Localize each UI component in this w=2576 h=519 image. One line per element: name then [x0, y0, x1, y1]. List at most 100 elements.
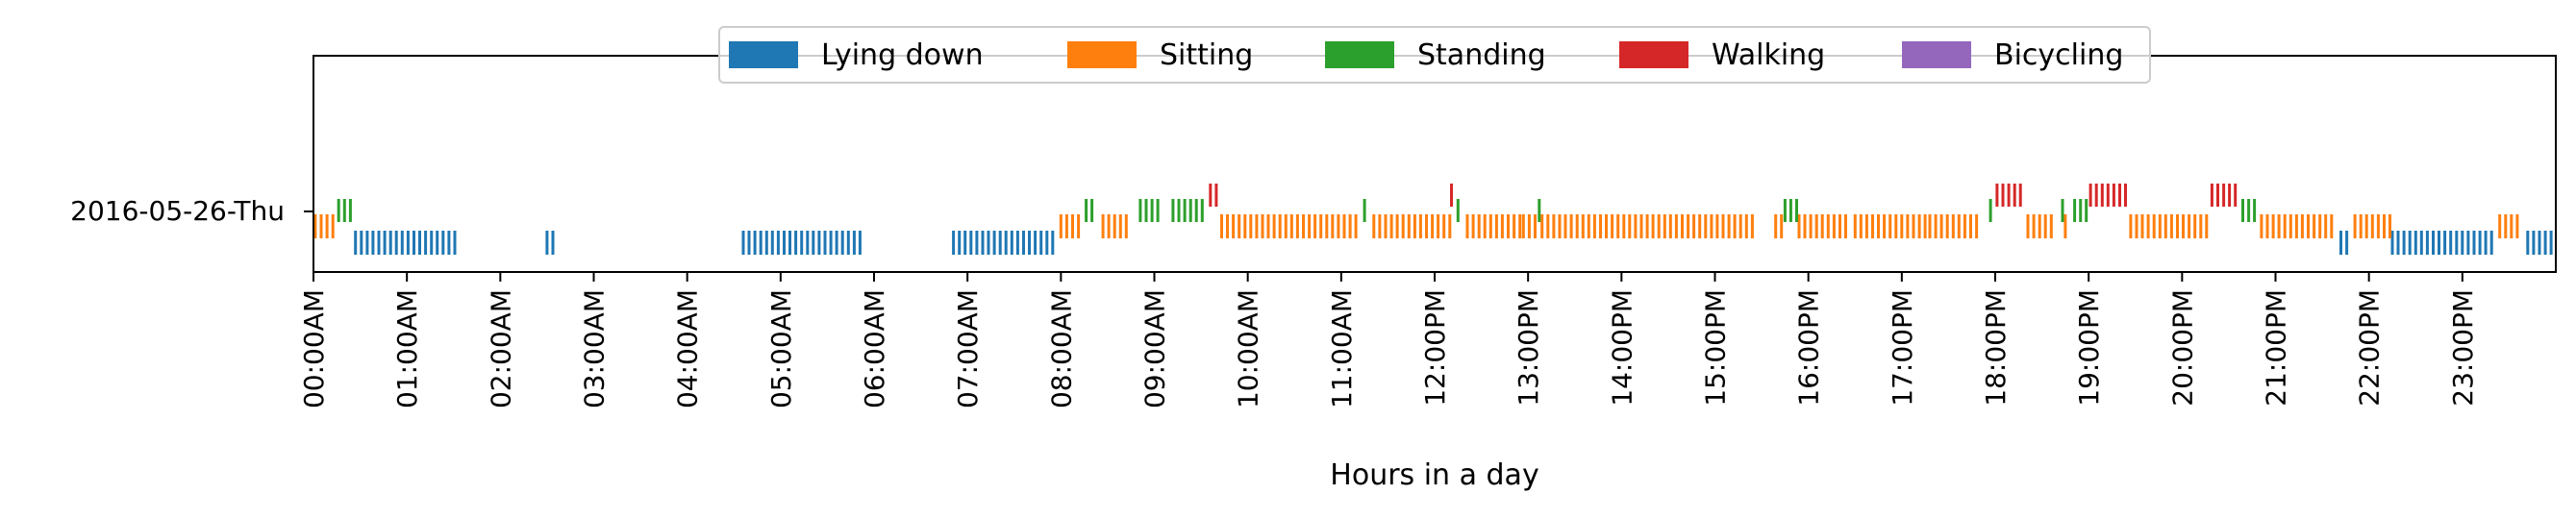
lying-down-mark [2532, 231, 2536, 255]
sitting-mark [313, 214, 317, 238]
x-tick-label: 06:00AM [859, 289, 890, 408]
sitting-mark [2288, 214, 2292, 238]
sitting-mark [1864, 214, 1868, 238]
sitting-mark [1923, 214, 1927, 238]
sitting-mark [1963, 214, 1966, 238]
lying-down-mark [2390, 231, 2394, 255]
lying-down-mark [2449, 231, 2453, 255]
sitting-mark [1733, 214, 1737, 238]
sitting-mark [1395, 214, 1399, 238]
walking-mark [2088, 184, 2092, 207]
x-tick-label: 10:00AM [1233, 289, 1264, 408]
sitting-mark [2158, 214, 2162, 238]
lying-down-mark [2413, 231, 2417, 255]
x-tick-label: 15:00PM [1700, 289, 1732, 407]
sitting-mark [1494, 214, 1498, 238]
lying-down-mark [1028, 231, 1031, 255]
sitting-mark [1124, 214, 1128, 238]
sitting-mark [1471, 214, 1475, 238]
sitting-mark [1634, 214, 1638, 238]
lying-down-mark [806, 231, 810, 255]
sitting-mark [1284, 214, 1288, 238]
lying-down-mark [1039, 231, 1043, 255]
standing-mark [1183, 199, 1187, 222]
sitting-mark [1611, 214, 1614, 238]
sitting-mark [1077, 214, 1081, 238]
lying-down-mark [365, 231, 369, 255]
lying-down-mark [2402, 231, 2406, 255]
sitting-mark [2324, 214, 2328, 238]
standing-mark [1156, 199, 1160, 222]
x-tick-label: 09:00AM [1139, 289, 1171, 408]
sitting-mark [1243, 214, 1247, 238]
sitting-mark [1527, 214, 1531, 238]
lying-down-mark [2549, 231, 2553, 255]
standing-mark [1188, 199, 1192, 222]
sitting-mark [1295, 214, 1299, 238]
lying-down-mark [783, 231, 786, 255]
lying-down-mark [447, 231, 451, 255]
sitting-mark [1928, 214, 1932, 238]
lying-down-mark [383, 231, 387, 255]
x-tick-label: 02:00AM [485, 289, 516, 408]
lying-down-mark [812, 231, 815, 255]
sitting-mark [1425, 214, 1428, 238]
walking-mark [2228, 184, 2232, 207]
sitting-mark [2038, 214, 2041, 238]
sitting-mark [1226, 214, 1229, 238]
lying-down-mark [846, 231, 850, 255]
sitting-mark [2313, 214, 2316, 238]
legend-swatch-standing [1325, 41, 1394, 68]
sitting-mark [1249, 214, 1253, 238]
lying-down-mark [453, 231, 457, 255]
sitting-mark [2277, 214, 2281, 238]
lying-down-mark [2472, 231, 2476, 255]
lying-down-mark [1051, 231, 1055, 255]
sitting-mark [1507, 214, 1510, 238]
sitting-mark [1118, 214, 1122, 238]
lying-down-mark [1010, 231, 1013, 255]
lying-down-mark [952, 231, 956, 255]
sitting-mark [1939, 214, 1943, 238]
lying-down-mark [840, 231, 844, 255]
sitting-mark [2265, 214, 2269, 238]
lying-down-mark [998, 231, 1002, 255]
standing-mark [1200, 199, 1204, 222]
walking-mark [2013, 184, 2016, 207]
lying-down-mark [360, 231, 363, 255]
lying-down-mark [800, 231, 804, 255]
walking-mark [1995, 184, 1999, 207]
lying-down-mark [764, 231, 768, 255]
sitting-mark [1871, 214, 1874, 238]
sitting-mark [1663, 214, 1666, 238]
standing-mark [2247, 199, 2251, 222]
legend-swatch-lying-down [729, 41, 798, 68]
lying-down-mark [2489, 231, 2493, 255]
sitting-mark [1645, 214, 1649, 238]
lying-down-mark [741, 231, 745, 255]
legend-label-walking: Walking [1712, 38, 1825, 72]
standing-mark [1150, 199, 1154, 222]
lying-down-mark [424, 231, 428, 255]
x-tick-label: 00:00AM [298, 289, 330, 408]
sitting-mark [1844, 214, 1847, 238]
sitting-mark [2188, 214, 2191, 238]
sitting-mark [1407, 214, 1411, 238]
lying-down-mark [788, 231, 791, 255]
standing-mark [1090, 199, 1094, 222]
standing-mark [1171, 199, 1175, 222]
standing-mark [1177, 199, 1181, 222]
walking-mark [2112, 184, 2115, 207]
lying-down-mark [394, 231, 398, 255]
walking-mark [2234, 184, 2238, 207]
sitting-mark [1521, 214, 1525, 238]
sitting-mark [1437, 214, 1440, 238]
sitting-mark [1308, 214, 1312, 238]
sitting-mark [2364, 214, 2368, 238]
standing-mark [1085, 199, 1088, 222]
sitting-mark [1934, 214, 1938, 238]
standing-mark [2061, 199, 2064, 222]
sitting-mark [2376, 214, 2380, 238]
